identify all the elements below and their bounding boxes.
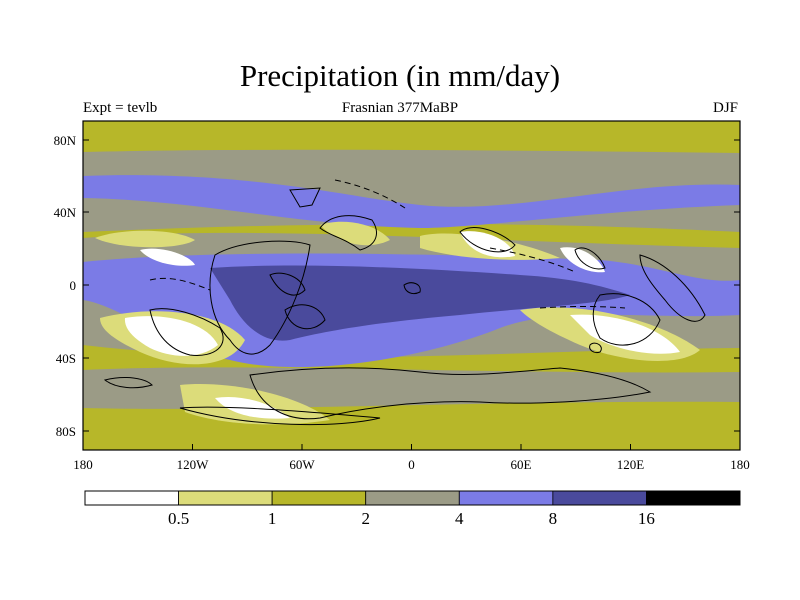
lat-tick-label: 40N: [54, 205, 77, 220]
lon-tick-label: 0: [408, 457, 415, 472]
colorbar-label: 4: [455, 509, 464, 528]
white-patch: [215, 396, 290, 419]
dashed-coastline: [489, 247, 576, 273]
coastline: [639, 254, 706, 322]
white-patch: [560, 247, 605, 273]
colorbar-label: 2: [361, 509, 370, 528]
colorbar-label: 16: [638, 509, 655, 528]
coastline: [269, 272, 306, 296]
coastline: [249, 367, 652, 420]
map-fill: [83, 121, 740, 450]
lon-ticks: [82, 444, 741, 450]
lon-tick-label: 120W: [177, 457, 210, 472]
lat-tick-label: 80N: [54, 133, 77, 148]
white-patch: [460, 231, 515, 258]
colorbar: 0.5 1 2 4 8 16: [84, 490, 741, 528]
coastline: [589, 342, 602, 353]
dashed-coastline: [149, 277, 211, 291]
colorbar-box: [458, 490, 554, 506]
colorbar-box: [646, 490, 741, 506]
white-patch: [124, 316, 218, 356]
colorbar-box: [271, 490, 367, 506]
lat-ticks: [83, 139, 740, 432]
lon-tick-label: 120E: [617, 457, 645, 472]
coastline: [284, 304, 326, 330]
coastline: [209, 240, 311, 355]
coastline: [103, 377, 153, 389]
lat-tick-label: 0: [70, 278, 77, 293]
white-patch: [140, 248, 195, 266]
coastline: [459, 227, 516, 253]
colorbar-label: 0.5: [168, 509, 189, 528]
colorbar-box: [365, 490, 460, 506]
coastline: [289, 187, 321, 208]
dashed-coastline: [539, 306, 626, 309]
colorbar-label: 1: [268, 509, 277, 528]
lat-labels: 80N 40N 0 40S 80S: [54, 133, 77, 439]
dashed-coastlines: [149, 179, 626, 309]
chart-title: Precipitation (in mm/day): [239, 58, 561, 93]
coastline: [574, 247, 606, 270]
pale-patch: [320, 221, 390, 246]
colorbar-labels: 0.5 1 2 4 8 16: [168, 509, 655, 528]
colorbar-box: [552, 490, 647, 506]
white-patch: [570, 314, 680, 354]
lon-tick-label: 180: [73, 457, 93, 472]
period-label: Frasnian 377MaBP: [341, 100, 459, 116]
lon-tick-label: 60W: [289, 457, 315, 472]
lon-labels: 180 120W 60W 0 60E 120E 180: [73, 457, 750, 472]
experiment-label: Expt = tevlb: [83, 100, 158, 116]
colorbar-label: 8: [549, 509, 558, 528]
colorbar-frame: [84, 490, 741, 506]
navy-core: [210, 265, 630, 341]
season-label: DJF: [712, 100, 738, 116]
lat-tick-label: 80S: [56, 424, 76, 439]
colorbar-box: [178, 490, 273, 506]
coastline: [592, 293, 661, 346]
coastline: [319, 215, 377, 251]
lon-tick-label: 60E: [511, 457, 532, 472]
lat-tick-label: 40S: [56, 351, 76, 366]
lon-tick-label: 180: [730, 457, 750, 472]
coastline: [149, 308, 224, 356]
coastline: [403, 282, 421, 295]
colorbar-box: [84, 490, 179, 506]
pale-patch: [95, 230, 195, 248]
coastline: [179, 406, 381, 426]
coastlines: [103, 187, 706, 426]
north-lavender-band: [83, 175, 740, 228]
colorbar-boxes: [84, 490, 741, 506]
